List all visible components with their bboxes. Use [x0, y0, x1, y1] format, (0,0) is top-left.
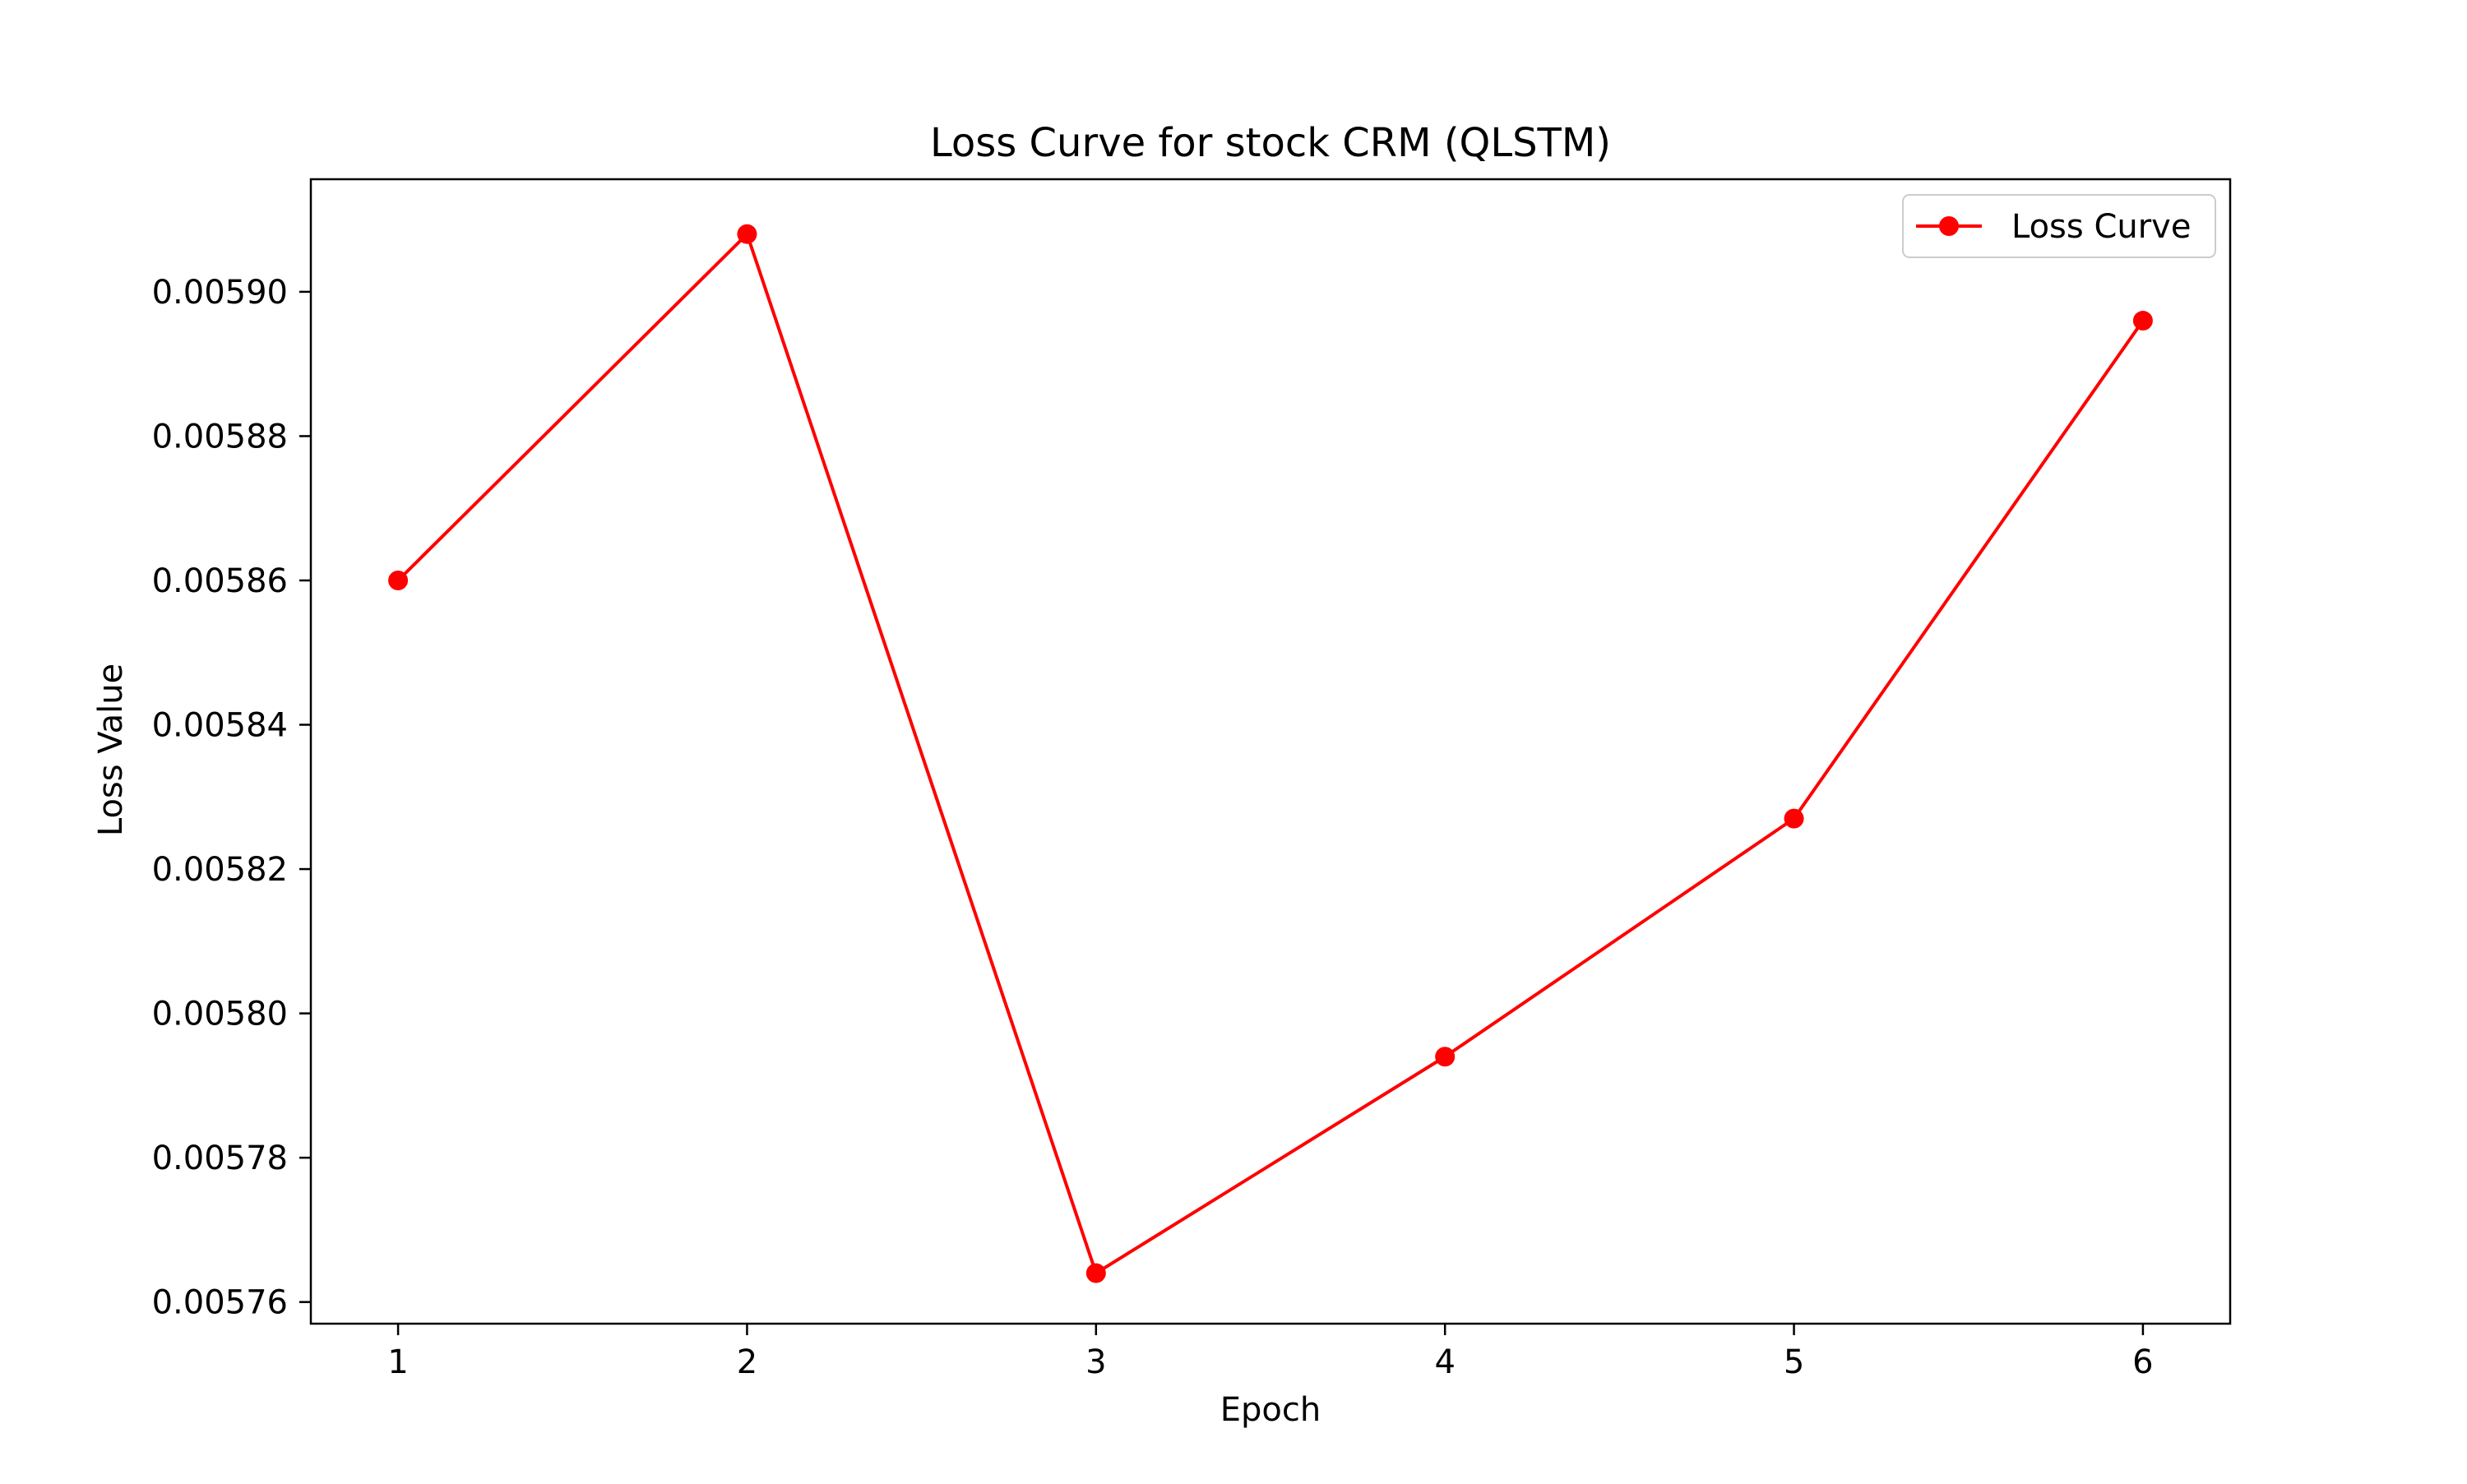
legend-label: Loss Curve	[2011, 208, 2191, 246]
legend: Loss Curve	[1902, 194, 2216, 258]
y-axis-label: Loss Value	[92, 663, 130, 836]
y-tick-label: 0.00584	[152, 707, 288, 745]
y-tick-label: 0.00580	[152, 996, 288, 1033]
legend-box	[1902, 194, 2216, 258]
series-line	[396, 232, 2145, 1275]
y-tick-label: 0.00576	[152, 1284, 288, 1322]
y-axis: 0.00576 0.00578 0.00580 0.00582 0.00584 0.005…	[152, 274, 311, 1322]
x-tick-label: 4	[1434, 1343, 1455, 1381]
x-axis: 1 2 3 4 5 6	[387, 1324, 2154, 1381]
y-tick-label: 0.00588	[152, 418, 288, 455]
x-tick-label: 2	[737, 1343, 757, 1381]
x-axis-label: Epoch	[1220, 1391, 1321, 1429]
data-point	[1784, 808, 1804, 829]
data-point	[388, 570, 409, 590]
data-point	[2132, 311, 2153, 331]
plot-area	[388, 224, 2153, 1283]
y-tick-label: 0.00578	[152, 1140, 288, 1177]
data-point	[1085, 1263, 1106, 1283]
chart-title: Loss Curve for stock CRM (QLSTM)	[930, 120, 1611, 166]
data-point	[1435, 1047, 1456, 1067]
y-tick-label: 0.00586	[152, 562, 288, 600]
x-tick-label: 3	[1085, 1343, 1106, 1381]
y-tick-label: 0.00590	[152, 274, 288, 312]
x-tick-label: 5	[1784, 1343, 1804, 1381]
axes-frame	[309, 178, 2232, 1325]
x-tick-label: 6	[2132, 1343, 2153, 1381]
data-point	[737, 224, 757, 244]
x-tick-label: 1	[387, 1343, 408, 1381]
y-tick-label: 0.00582	[152, 851, 288, 889]
legend-marker-swatch	[1939, 216, 1959, 236]
